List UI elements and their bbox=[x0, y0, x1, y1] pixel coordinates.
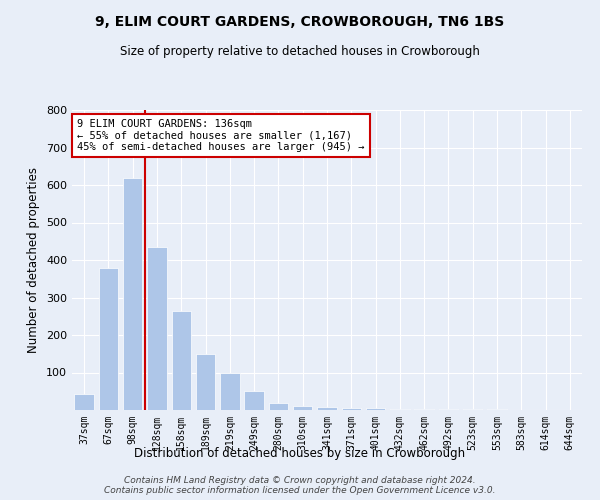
Text: Distribution of detached houses by size in Crowborough: Distribution of detached houses by size … bbox=[134, 448, 466, 460]
Bar bbox=[415, 409, 434, 410]
Bar bbox=[99, 268, 118, 410]
Bar bbox=[341, 408, 361, 410]
Bar bbox=[244, 391, 264, 410]
Text: Size of property relative to detached houses in Crowborough: Size of property relative to detached ho… bbox=[120, 45, 480, 58]
Bar bbox=[220, 372, 239, 410]
Y-axis label: Number of detached properties: Number of detached properties bbox=[28, 167, 40, 353]
Bar bbox=[293, 406, 313, 410]
Bar bbox=[269, 402, 288, 410]
Bar bbox=[317, 407, 337, 410]
Bar bbox=[463, 409, 482, 410]
Bar bbox=[123, 178, 142, 410]
Text: 9 ELIM COURT GARDENS: 136sqm
← 55% of detached houses are smaller (1,167)
45% of: 9 ELIM COURT GARDENS: 136sqm ← 55% of de… bbox=[77, 119, 365, 152]
Bar bbox=[366, 408, 385, 410]
Bar bbox=[439, 409, 458, 410]
Text: 9, ELIM COURT GARDENS, CROWBOROUGH, TN6 1BS: 9, ELIM COURT GARDENS, CROWBOROUGH, TN6 … bbox=[95, 15, 505, 29]
Bar bbox=[487, 409, 507, 410]
Bar bbox=[172, 310, 191, 410]
Bar bbox=[74, 394, 94, 410]
Bar bbox=[147, 247, 167, 410]
Text: Contains HM Land Registry data © Crown copyright and database right 2024.
Contai: Contains HM Land Registry data © Crown c… bbox=[104, 476, 496, 495]
Bar bbox=[196, 354, 215, 410]
Bar bbox=[390, 408, 410, 410]
